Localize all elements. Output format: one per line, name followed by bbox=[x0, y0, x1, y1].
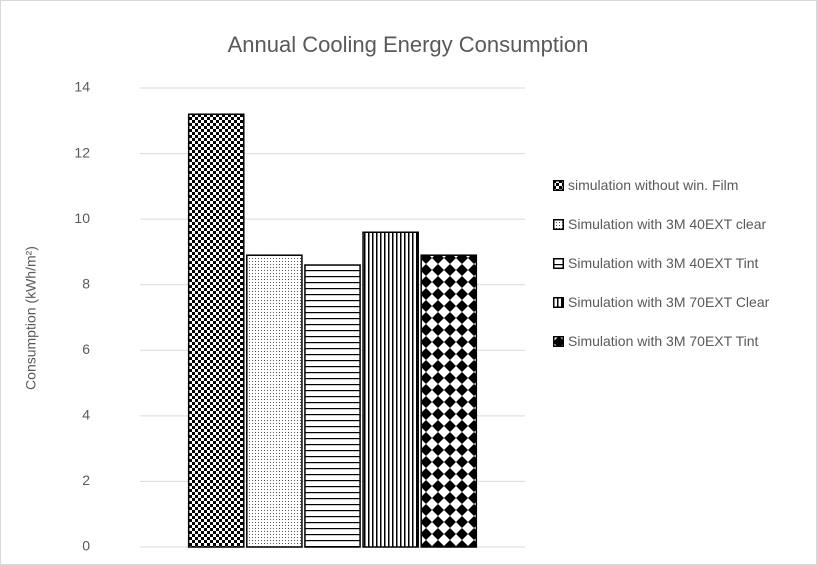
bar bbox=[187, 113, 245, 548]
chart-title: Annual Cooling Energy Consumption bbox=[228, 32, 589, 57]
bar bbox=[246, 254, 303, 548]
legend-label: Simulation with 3M 40EXT Tint bbox=[568, 255, 759, 271]
legend-entry: Simulation with 3M 70EXT Clear bbox=[553, 292, 808, 313]
legend-swatch-box bbox=[553, 180, 564, 191]
bar bbox=[420, 254, 478, 548]
legend-swatch-box bbox=[553, 258, 564, 269]
legend-label: Simulation with 3M 70EXT Tint bbox=[568, 333, 759, 349]
y-tick-label: 4 bbox=[82, 407, 90, 423]
legend-swatch bbox=[553, 297, 564, 308]
y-tick-label: 0 bbox=[82, 538, 90, 554]
y-tick-label: 8 bbox=[82, 275, 90, 291]
legend-entry: Simulation with 3M 40EXT Tint bbox=[553, 253, 808, 274]
legend-swatch bbox=[553, 258, 564, 269]
y-tick-label: 10 bbox=[74, 210, 90, 226]
legend-swatch bbox=[553, 219, 564, 230]
y-tick-label: 12 bbox=[74, 144, 90, 160]
y-tick-label: 6 bbox=[82, 341, 90, 357]
bar bbox=[362, 231, 419, 548]
legend-swatch-box bbox=[553, 297, 564, 308]
bar bbox=[304, 264, 361, 548]
y-tick-label: 2 bbox=[82, 472, 90, 488]
legend-entry: Simulation with 3M 70EXT Tint bbox=[553, 331, 808, 352]
legend-swatch-box bbox=[553, 336, 564, 347]
legend-swatch bbox=[553, 336, 564, 347]
legend-entry: Simulation with 3M 40EXT clear bbox=[553, 214, 808, 235]
legend-swatch bbox=[553, 180, 564, 191]
legend-label: Simulation with 3M 40EXT clear bbox=[568, 216, 767, 232]
legend-entry: simulation without win. Film bbox=[553, 175, 808, 196]
y-axis-label: Consumption (kWh/m²) bbox=[23, 246, 39, 390]
legend-label: Simulation with 3M 70EXT Clear bbox=[568, 294, 770, 310]
legend-label: simulation without win. Film bbox=[568, 177, 739, 193]
legend-swatch-box bbox=[553, 219, 564, 230]
y-tick-label: 14 bbox=[74, 79, 90, 95]
legend: simulation without win. Film Simulation w… bbox=[553, 175, 808, 370]
